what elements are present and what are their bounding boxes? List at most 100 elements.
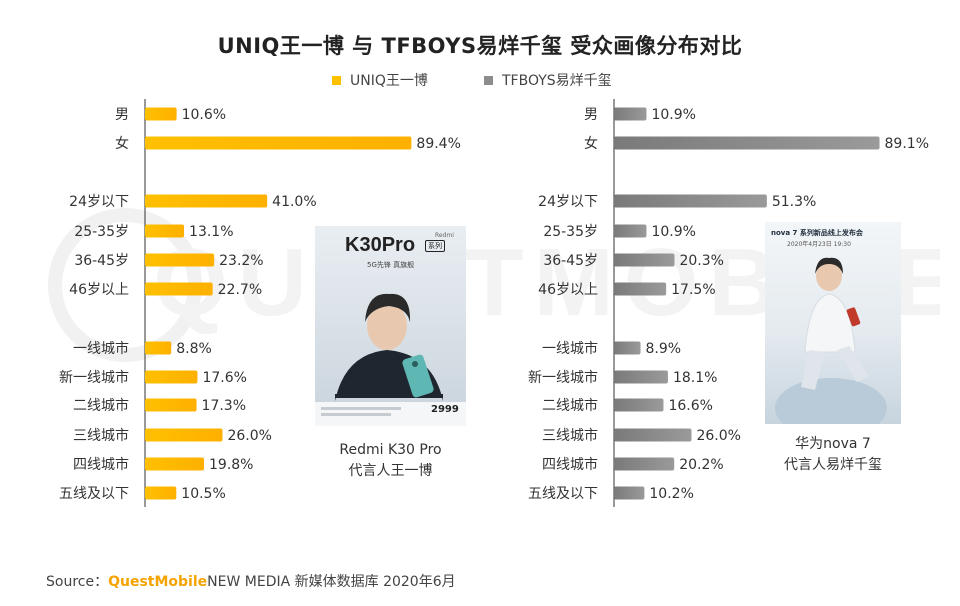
redmi-caption-line2: 代言人王一博 [348, 463, 433, 479]
left-category-label: 25-35岁 [74, 224, 129, 240]
right-value-label: 26.0% [696, 428, 740, 444]
left-bar-chart: 男 10.6% 女 89.4% 24岁以下 41.0% 25-35岁 13.1% 36-45岁 2… [59, 99, 461, 507]
right-bar [614, 486, 645, 500]
right-value-label: 18.1% [673, 370, 717, 386]
right-value-label: 10.9% [651, 107, 695, 123]
right-bar [614, 253, 675, 267]
redmi-price: 2999 [431, 404, 459, 415]
right-value-label: 8.9% [646, 341, 682, 357]
nova-headline: nova 7 系列新品线上发布会 [771, 229, 863, 237]
left-bar [145, 282, 213, 296]
right-category-label: 男 [584, 107, 598, 123]
left-category-label: 五线及以下 [59, 486, 129, 502]
left-bar [145, 428, 223, 442]
chart-title: UNIQ王一博 与 TFBOYS易烊千玺 受众画像分布对比 [217, 34, 743, 58]
right-value-label: 51.3% [772, 194, 816, 210]
redmi-series-badge: 系列 [425, 240, 445, 252]
redmi-caption: Redmi K30 Pro 代言人王一博 [315, 440, 466, 482]
right-bar [614, 370, 668, 384]
legend-item-left: UNIQ王一博 [332, 70, 428, 90]
right-category-label: 一线城市 [542, 340, 598, 357]
nova-caption-line2: 代言人易烊千玺 [784, 457, 882, 473]
left-category-label: 36-45岁 [74, 253, 129, 269]
left-value-label: 10.5% [181, 486, 225, 502]
right-category-label: 女 [584, 135, 598, 152]
left-value-label: 17.3% [202, 398, 246, 414]
left-category-label: 46岁以上 [69, 282, 129, 298]
left-value-label: 10.6% [182, 107, 226, 123]
left-bar [145, 194, 268, 208]
redmi-model: K30Pro [345, 234, 416, 256]
right-bar [614, 136, 880, 150]
left-bar [145, 398, 197, 412]
right-value-label: 20.2% [679, 457, 723, 473]
left-value-label: 17.6% [202, 370, 246, 386]
nova-date: 2020年4月23日 19:30 [787, 241, 851, 248]
left-category-label: 男 [115, 107, 129, 123]
right-value-label: 20.3% [679, 253, 723, 269]
redmi-brand: Redmi [435, 232, 454, 239]
redmi-ad-photo: Redmi K30Pro 系列 5G先锋 真旗舰 2999 [315, 226, 466, 426]
legend-swatch-right [484, 75, 493, 85]
left-category-label: 新一线城市 [59, 369, 129, 386]
right-category-label: 二线城市 [542, 397, 598, 414]
redmi-caption-line1: Redmi K30 Pro [339, 442, 442, 458]
right-category-label: 三线城市 [542, 427, 598, 444]
left-bar [145, 341, 172, 355]
right-category-label: 24岁以下 [538, 194, 598, 210]
right-bar [614, 398, 664, 412]
legend-label-right: TFBOYS易烊千玺 [502, 73, 612, 89]
source-brand: QuestMobile [108, 574, 208, 590]
left-value-label: 19.8% [209, 457, 253, 473]
right-category-label: 46岁以上 [538, 282, 598, 298]
right-bar [614, 224, 647, 238]
right-category-label: 36-45岁 [543, 253, 598, 269]
left-category-label: 女 [115, 135, 129, 152]
right-bar [614, 341, 641, 355]
redmi-tagline: 5G先锋 真旗舰 [367, 261, 415, 269]
right-value-label: 10.9% [651, 224, 695, 240]
right-bar-chart: 男 10.9% 女 89.1% 24岁以下 51.3% 25-35岁 10.9% 36-45岁 2… [528, 99, 929, 507]
nova-ad-photo: nova 7 系列新品线上发布会 2020年4月23日 19:30 [765, 222, 901, 424]
nova-ad-illustration [775, 257, 887, 424]
left-bar [145, 457, 205, 471]
left-value-label: 13.1% [189, 224, 233, 240]
right-category-label: 新一线城市 [528, 369, 598, 386]
right-category-label: 25-35岁 [543, 224, 598, 240]
left-category-label: 一线城市 [73, 340, 129, 357]
legend-swatch-left [332, 75, 341, 85]
left-category-label: 二线城市 [73, 397, 129, 414]
right-bar [614, 428, 692, 442]
right-bar [614, 282, 667, 296]
left-category-label: 三线城市 [73, 427, 129, 444]
right-value-label: 17.5% [671, 282, 715, 298]
nova-caption: 华为nova 7 代言人易烊千玺 [760, 434, 906, 476]
left-category-label: 24岁以下 [69, 194, 129, 210]
right-value-label: 89.1% [885, 136, 929, 152]
left-value-label: 23.2% [219, 253, 263, 269]
left-bar [145, 136, 412, 150]
left-value-label: 22.7% [218, 282, 262, 298]
legend-label-left: UNIQ王一博 [350, 73, 428, 89]
source-prefix: Source： [46, 574, 109, 590]
right-bar [614, 457, 675, 471]
left-category-label: 四线城市 [73, 456, 129, 473]
redmi-ad-illustration [315, 293, 466, 426]
right-value-label: 10.2% [649, 486, 693, 502]
left-value-label: 41.0% [272, 194, 316, 210]
source-suffix: NEW MEDIA 新媒体数据库 2020年6月 [207, 574, 456, 590]
left-bar [145, 107, 177, 121]
right-value-label: 16.6% [668, 398, 712, 414]
right-category-label: 五线及以下 [528, 486, 598, 502]
legend-item-right: TFBOYS易烊千玺 [484, 70, 612, 90]
right-bar [614, 107, 647, 121]
right-category-label: 四线城市 [542, 456, 598, 473]
source-note: Source：QuestMobileNEW MEDIA 新媒体数据库 2020年… [46, 571, 456, 591]
left-value-label: 8.8% [176, 341, 212, 357]
left-value-label: 89.4% [416, 136, 460, 152]
left-value-label: 26.0% [227, 428, 271, 444]
right-bar [614, 194, 767, 208]
left-bar [145, 253, 215, 267]
left-bar [145, 486, 177, 500]
